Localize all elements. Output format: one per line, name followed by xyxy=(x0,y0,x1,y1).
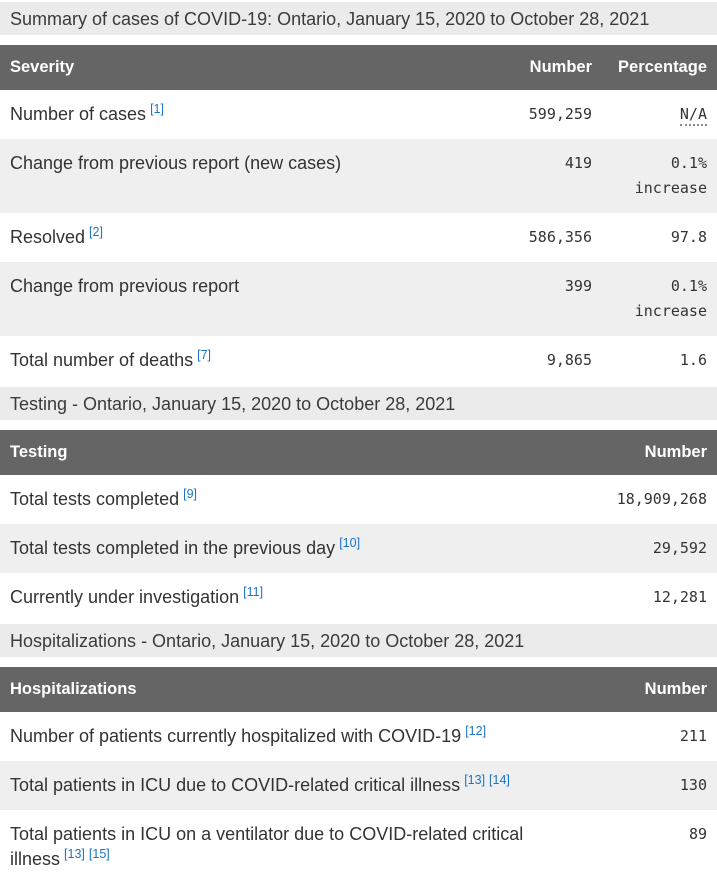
column-header-number: Number xyxy=(587,667,717,712)
table-row-tests-previous-day: Total tests completed in the previous da… xyxy=(0,524,717,573)
row-label-text: Total number of deaths xyxy=(10,350,194,370)
testing-header-row: Testing Number xyxy=(0,430,717,475)
testing-table: Testing Number Total tests completed [9] … xyxy=(0,430,717,622)
column-header-testing: Testing xyxy=(0,430,587,475)
summary-of-cases-section: Summary of cases of COVID-19: Ontario, J… xyxy=(0,2,717,385)
row-label-text: Resolved xyxy=(10,227,86,247)
number-cell: 18,909,268 xyxy=(616,490,707,508)
table-row-under-investigation: Currently under investigation [11] 12,281 xyxy=(0,573,717,622)
number-cell: 29,592 xyxy=(652,539,707,557)
table-row-total-deaths: Total number of deaths [7] 9,865 1.6 xyxy=(0,336,717,385)
table-row-icu-ventilator: Total patients in ICU on a ventilator du… xyxy=(0,810,717,884)
row-label: Resolved [2] xyxy=(0,213,477,262)
table-row-total-tests: Total tests completed [9] 18,909,268 xyxy=(0,475,717,524)
table-row-currently-hospitalized: Number of patients currently hospitalize… xyxy=(0,712,717,761)
table-row-icu: Total patients in ICU due to COVID-relat… xyxy=(0,761,717,810)
hospitalizations-table: Hospitalizations Number Number of patien… xyxy=(0,667,717,884)
row-label-text: Total patients in ICU on a ventilator du… xyxy=(10,824,524,869)
number-cell: 9,865 xyxy=(546,351,592,369)
row-label: Number of patients currently hospitalize… xyxy=(0,712,587,761)
row-label: Currently under investigation [11] xyxy=(0,573,587,622)
number-cell: 586,356 xyxy=(528,228,592,246)
footnote-link[interactable]: [13] xyxy=(464,773,486,787)
summary-table: Severity Number Percentage Number of cas… xyxy=(0,45,717,385)
row-label: Total patients in ICU on a ventilator du… xyxy=(0,810,587,884)
footnote-link[interactable]: [7] xyxy=(197,348,212,362)
row-label-text: Total tests completed xyxy=(10,489,180,509)
column-header-severity: Severity xyxy=(0,45,477,90)
row-label-text: Change from previous report (new cases) xyxy=(10,153,342,173)
row-label: Change from previous report xyxy=(0,262,477,336)
column-header-percentage: Percentage xyxy=(592,45,717,90)
footnote-link[interactable]: [13] xyxy=(64,847,85,861)
not-applicable-abbr[interactable]: N/A xyxy=(679,105,707,126)
footnote-link[interactable]: [11] xyxy=(243,585,264,599)
row-label-text: Total tests completed in the previous da… xyxy=(10,538,336,558)
table-row-number-of-cases: Number of cases [1] 599,259 N/A xyxy=(0,90,717,139)
column-header-number: Number xyxy=(587,430,717,475)
percentage-cell: 97.8 xyxy=(670,228,707,246)
row-label: Total tests completed in the previous da… xyxy=(0,524,587,573)
column-header-number: Number xyxy=(477,45,592,90)
number-cell: 12,281 xyxy=(652,588,707,606)
summary-header-row: Severity Number Percentage xyxy=(0,45,717,90)
row-label: Total patients in ICU due to COVID-relat… xyxy=(0,761,587,810)
footnote-link[interactable]: [9] xyxy=(183,487,197,501)
footnote-link[interactable]: [14] xyxy=(489,773,510,787)
footnote-link[interactable]: [1] xyxy=(150,102,164,116)
number-cell: 130 xyxy=(679,776,707,794)
testing-section: Testing - Ontario, January 15, 2020 to O… xyxy=(0,387,717,622)
percentage-cell: 0.1% increase xyxy=(634,277,707,320)
summary-table-caption: Summary of cases of COVID-19: Ontario, J… xyxy=(0,2,717,35)
hospitalizations-section: Hospitalizations - Ontario, January 15, … xyxy=(0,624,717,884)
column-header-hospitalizations: Hospitalizations xyxy=(0,667,587,712)
row-label-text: Number of cases xyxy=(10,104,147,124)
hospitalizations-table-caption: Hospitalizations - Ontario, January 15, … xyxy=(0,624,717,657)
number-cell: 399 xyxy=(564,277,592,295)
table-row-change-previous-report: Change from previous report 399 0.1% inc… xyxy=(0,262,717,336)
number-cell: 419 xyxy=(564,154,592,172)
percentage-cell: 0.1% increase xyxy=(634,154,707,197)
number-cell: 599,259 xyxy=(528,105,592,123)
row-label-text: Number of patients currently hospitalize… xyxy=(10,726,462,746)
row-label: Total tests completed [9] xyxy=(0,475,587,524)
table-row-change-new-cases: Change from previous report (new cases) … xyxy=(0,139,717,213)
percentage-cell: N/A xyxy=(592,90,717,139)
hospitalizations-header-row: Hospitalizations Number xyxy=(0,667,717,712)
row-label-text: Total patients in ICU due to COVID-relat… xyxy=(10,775,461,795)
row-label-text: Currently under investigation xyxy=(10,587,240,607)
number-cell: 211 xyxy=(679,727,707,745)
percentage-cell: 1.6 xyxy=(679,351,707,369)
table-row-resolved: Resolved [2] 586,356 97.8 xyxy=(0,213,717,262)
row-label: Change from previous report (new cases) xyxy=(0,139,477,213)
footnote-link[interactable]: [12] xyxy=(465,724,487,738)
footnote-link[interactable]: [15] xyxy=(88,847,110,861)
row-label: Number of cases [1] xyxy=(0,90,477,139)
row-label: Total number of deaths [7] xyxy=(0,336,477,385)
footnote-link[interactable]: [10] xyxy=(339,536,361,550)
footnote-link[interactable]: [2] xyxy=(89,225,103,239)
testing-table-caption: Testing - Ontario, January 15, 2020 to O… xyxy=(0,387,717,420)
number-cell: 89 xyxy=(688,825,707,843)
row-label-text: Change from previous report xyxy=(10,276,240,296)
